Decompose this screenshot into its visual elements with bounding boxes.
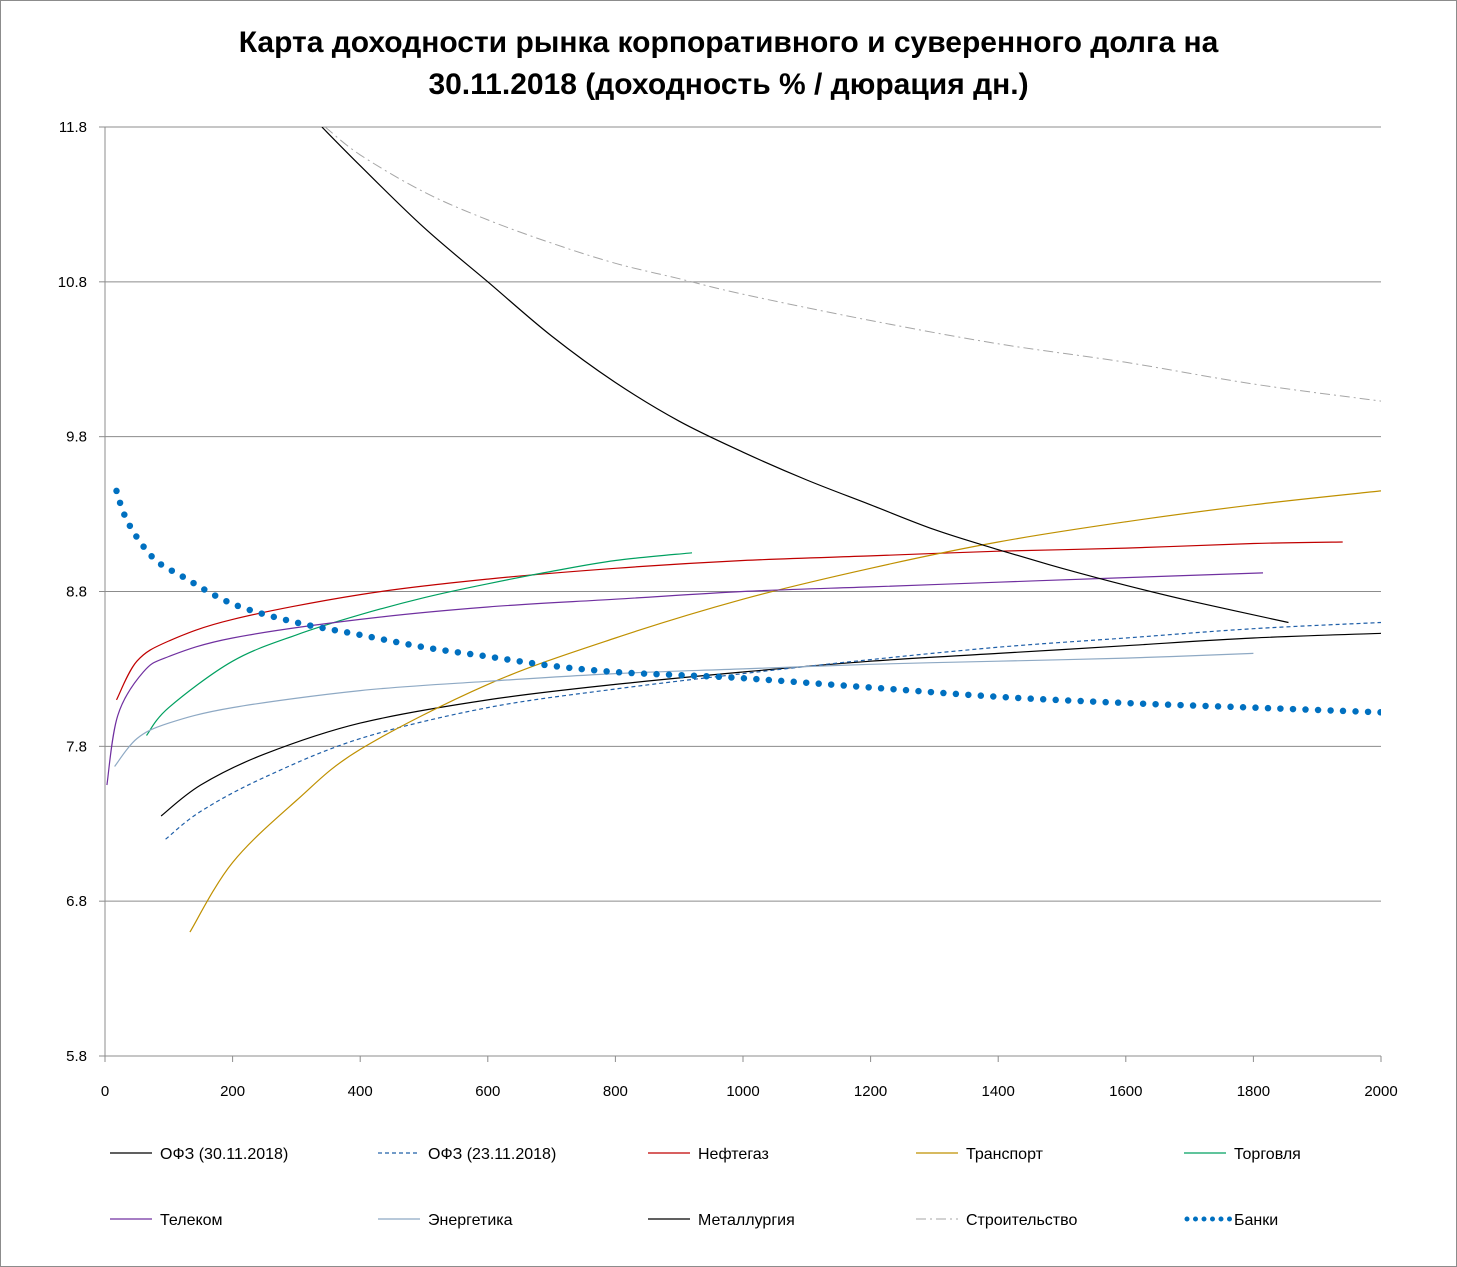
- x-tick-label: 600: [475, 1083, 500, 1100]
- legend-label-10: Банки: [1234, 1212, 1278, 1229]
- legend-label-1: ОФЗ (30.11.2018): [160, 1146, 288, 1163]
- series-line-2: [165, 621, 1381, 840]
- x-tick-label: 1800: [1237, 1083, 1270, 1100]
- series-line-8: [321, 127, 1289, 624]
- series-line-1: [160, 632, 1381, 817]
- legend-label-3: Нефтегаз: [698, 1146, 769, 1163]
- series-line-6: [106, 572, 1264, 786]
- y-tick-label: 6.8: [66, 893, 87, 910]
- axes: [99, 126, 1382, 1062]
- series-line-4: [189, 490, 1381, 933]
- x-tick-label: 1200: [854, 1083, 887, 1100]
- x-tick-label: 400: [348, 1083, 373, 1100]
- x-tick-label: 0: [101, 1083, 109, 1100]
- x-tick-label: 1400: [982, 1083, 1015, 1100]
- y-tick-label: 10.8: [58, 274, 87, 291]
- chart-title-line-2: 30.11.2018 (доходность % / дюрация дн.): [428, 68, 1029, 101]
- legend-label-4: Транспорт: [966, 1146, 1044, 1163]
- legend-label-7: Энергетика: [428, 1212, 513, 1229]
- chart-title-line-1: Карта доходности рынка корпоративного и …: [238, 26, 1219, 59]
- legend-label-8: Металлургия: [698, 1212, 795, 1229]
- legend-label-5: Торговля: [1234, 1146, 1301, 1163]
- x-tick-label: 2000: [1364, 1083, 1397, 1100]
- y-tick-label: 11.8: [59, 119, 87, 136]
- y-tick-label: 9.8: [66, 429, 87, 446]
- x-tick-label: 800: [603, 1083, 628, 1100]
- series-line-3: [115, 541, 1343, 701]
- legend-label-9: Строительство: [966, 1212, 1077, 1229]
- x-tick-label: 1000: [726, 1083, 759, 1100]
- legend: ОФЗ (30.11.2018) ОФЗ (23.11.2018) Нефтегаз…: [110, 1146, 1301, 1229]
- tick-labels: 5.8 6.8 7.8 8.8 9.8 10.8 11.8 0 200 400 600 800 1000…: [58, 119, 1398, 1100]
- legend-label-6: Телеком: [160, 1212, 223, 1229]
- legend-label-2: ОФЗ (23.11.2018): [428, 1146, 556, 1163]
- series-line-7: [114, 652, 1254, 767]
- series-line-10: [113, 487, 1381, 716]
- x-tick-label: 200: [220, 1083, 245, 1100]
- series-line-5: [146, 552, 693, 736]
- y-tick-label: 8.8: [66, 584, 87, 601]
- grid-lines: [105, 126, 1381, 902]
- x-tick-label: 1600: [1109, 1083, 1142, 1100]
- y-tick-label: 5.8: [66, 1048, 87, 1065]
- chart-title: Карта доходности рынка корпоративного и …: [0, 22, 1457, 106]
- series-line-9: [324, 127, 1381, 402]
- series-lines: [106, 127, 1381, 933]
- y-tick-label: 7.8: [66, 738, 87, 755]
